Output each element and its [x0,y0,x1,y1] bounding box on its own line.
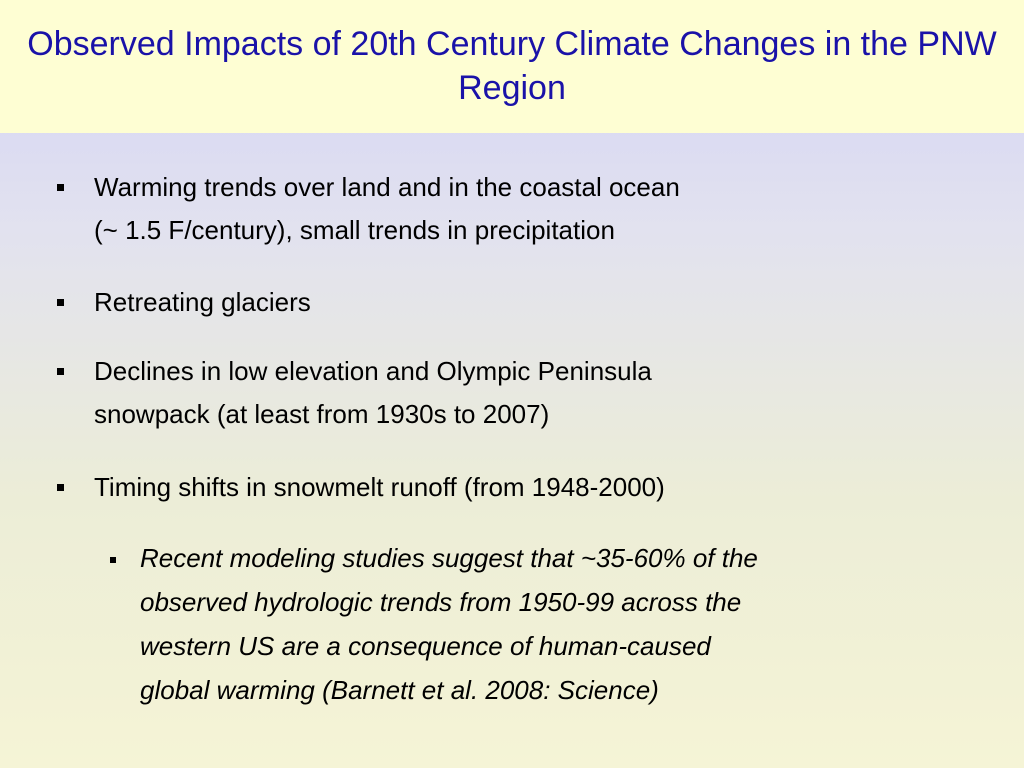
bullet-line: snowpack (at least from 1930s to 2007) [94,399,550,429]
bullet-line: Timing shifts in snowmelt runoff (from 1… [94,472,665,502]
sub-bullet-line: Recent modeling studies suggest that ~35… [140,543,758,573]
bullet-line: Retreating glaciers [94,287,311,317]
sub-bullet-line: observed hydrologic trends from 1950-99 … [140,587,742,617]
bullet-line: Warming trends over land and in the coas… [94,172,680,202]
bullet-line: (~ 1.5 F/century), small trends in preci… [94,215,615,245]
bullet-text: Timing shifts in snowmelt runoff (from 1… [94,466,894,509]
bullet-text: Declines in low elevation and Olympic Pe… [94,350,894,436]
sub-bullet-text: Recent modeling studies suggest that ~35… [140,536,970,712]
square-bullet-icon [110,557,116,563]
square-bullet-icon [57,184,64,191]
sub-bullet-line: western US are a consequence of human-ca… [140,631,711,661]
slide-title: Observed Impacts of 20th Century Climate… [27,25,997,107]
title-band: Observed Impacts of 20th Century Climate… [0,0,1024,133]
square-bullet-icon [57,484,64,491]
bullet-text: Warming trends over land and in the coas… [94,166,894,252]
bullet-line: Declines in low elevation and Olympic Pe… [94,356,652,386]
bullet-text: Retreating glaciers [94,281,894,324]
sub-bullet-line: global warming (Barnett et al. 2008: Sci… [140,675,659,705]
square-bullet-icon [57,299,64,306]
square-bullet-icon [57,368,64,375]
